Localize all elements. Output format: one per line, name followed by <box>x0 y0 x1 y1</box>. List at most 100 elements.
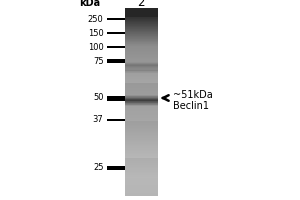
Bar <box>124 70 158 71</box>
Bar <box>124 15 158 16</box>
Bar <box>124 182 158 183</box>
Bar <box>124 118 158 119</box>
Bar <box>124 11 158 12</box>
Bar <box>124 36 158 37</box>
Bar <box>124 157 158 158</box>
Bar <box>124 44 158 45</box>
Bar <box>124 106 158 107</box>
Bar <box>124 45 158 46</box>
Bar <box>124 94 158 95</box>
Bar <box>124 18 158 19</box>
Bar <box>124 155 158 156</box>
Bar <box>124 124 158 125</box>
Bar <box>124 78 158 79</box>
Bar <box>124 46 158 47</box>
Bar <box>124 71 158 72</box>
Bar <box>124 123 158 124</box>
Bar <box>124 170 158 171</box>
Bar <box>124 104 158 105</box>
Bar <box>124 20 158 21</box>
Bar <box>124 10 158 11</box>
Bar <box>124 77 158 78</box>
Bar <box>124 13 158 14</box>
Bar <box>124 76 158 77</box>
Bar <box>124 57 158 58</box>
Bar <box>124 51 158 52</box>
Bar <box>124 61 158 62</box>
Bar <box>124 80 158 81</box>
Bar <box>124 174 158 175</box>
Bar <box>124 41 158 42</box>
Bar <box>124 131 158 132</box>
Bar <box>124 138 158 139</box>
Bar <box>124 12 158 13</box>
Bar <box>124 16 158 17</box>
Bar <box>124 129 158 130</box>
Bar <box>124 102 158 103</box>
Bar <box>124 93 158 94</box>
Text: 150: 150 <box>88 28 103 38</box>
Bar <box>124 49 158 50</box>
Bar <box>124 176 158 177</box>
Bar <box>124 133 158 134</box>
Bar <box>124 73 158 74</box>
Text: 100: 100 <box>88 43 103 51</box>
Bar <box>124 132 158 133</box>
Bar <box>124 8 158 9</box>
Bar <box>124 189 158 190</box>
Text: 75: 75 <box>93 56 104 66</box>
Bar <box>124 98 158 99</box>
Bar <box>124 121 158 122</box>
Bar <box>124 101 158 102</box>
Bar <box>124 141 158 142</box>
Bar <box>124 89 158 90</box>
Bar <box>124 147 158 148</box>
Bar <box>124 54 158 55</box>
Bar <box>124 127 158 128</box>
Bar <box>124 72 158 73</box>
Bar <box>124 65 158 66</box>
Text: 250: 250 <box>88 15 103 23</box>
Bar <box>124 58 158 59</box>
Bar <box>124 177 158 178</box>
Bar <box>106 32 124 34</box>
Bar <box>124 145 158 146</box>
Bar <box>124 186 158 187</box>
Bar <box>124 27 158 28</box>
Bar <box>124 47 158 48</box>
Bar <box>124 107 158 108</box>
Text: 50: 50 <box>93 94 104 102</box>
Bar <box>124 23 158 24</box>
Bar <box>124 86 158 87</box>
Bar <box>124 91 158 92</box>
Bar <box>124 103 158 104</box>
Bar <box>124 181 158 182</box>
Bar <box>124 90 158 91</box>
Bar <box>124 56 158 57</box>
Bar <box>124 75 158 76</box>
Text: kDa: kDa <box>80 0 100 8</box>
Bar <box>124 156 158 157</box>
Bar <box>124 115 158 116</box>
Bar <box>124 119 158 120</box>
Bar <box>124 120 158 121</box>
Bar <box>124 172 158 173</box>
Bar <box>124 88 158 89</box>
Bar <box>124 167 158 168</box>
Bar <box>124 81 158 82</box>
Bar <box>124 34 158 35</box>
Bar <box>124 55 158 56</box>
Bar <box>124 114 158 115</box>
Bar <box>124 142 158 143</box>
Bar <box>124 64 158 65</box>
Bar <box>124 152 158 153</box>
Bar <box>124 109 158 110</box>
Bar <box>124 159 158 160</box>
Bar <box>124 50 158 51</box>
Text: Beclin1: Beclin1 <box>172 101 208 111</box>
Bar <box>124 25 158 26</box>
Bar <box>124 40 158 41</box>
Bar <box>124 178 158 179</box>
Bar <box>124 87 158 88</box>
Bar <box>124 163 158 164</box>
